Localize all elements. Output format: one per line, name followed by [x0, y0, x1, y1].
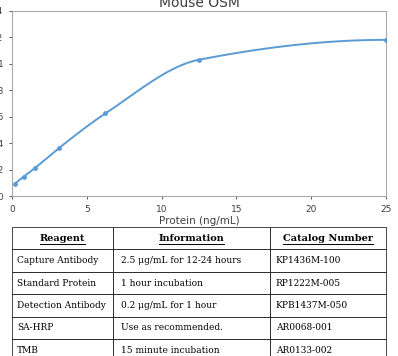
X-axis label: Protein (ng/mL): Protein (ng/mL): [159, 216, 239, 226]
Title: Mouse OSM: Mouse OSM: [158, 0, 240, 10]
